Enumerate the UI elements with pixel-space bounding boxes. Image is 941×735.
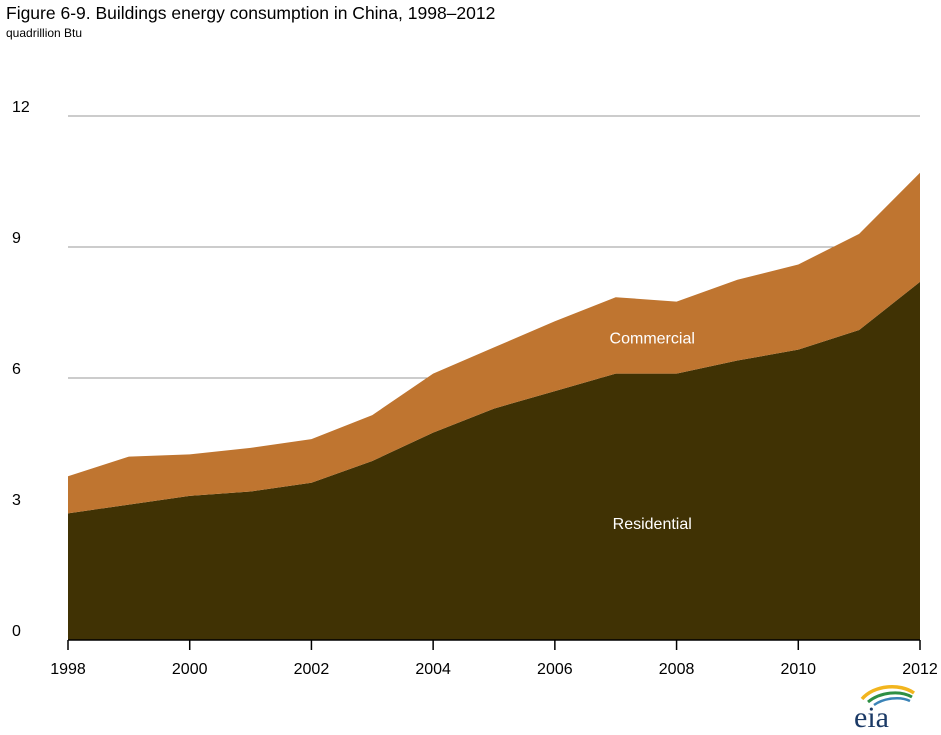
eia-logo: eia	[854, 685, 916, 731]
y-tick-label-6: 6	[12, 361, 21, 378]
y-tick-label-9: 9	[12, 230, 21, 247]
x-tick-label-2008: 2008	[659, 661, 695, 678]
x-tick-label-2010: 2010	[780, 661, 816, 678]
series-areas	[68, 172, 920, 640]
chart-subtitle: quadrillion Btu	[6, 26, 83, 40]
x-tick-label-2004: 2004	[415, 661, 451, 678]
y-tick-label-12: 12	[12, 99, 30, 116]
x-tick-label-2012: 2012	[902, 661, 938, 678]
y-tick-label-3: 3	[12, 492, 21, 509]
series-label-residential: Residential	[613, 516, 692, 533]
series-labels: Residential Commercial	[610, 331, 695, 533]
x-tick-label-1998: 1998	[50, 661, 86, 678]
x-axis: 1998 2000 2002 2004 2006 2008 2010 2012	[50, 639, 938, 678]
x-tick-label-2000: 2000	[172, 661, 208, 678]
x-tick-label-2002: 2002	[294, 661, 330, 678]
chart-title: Figure 6-9. Buildings energy consumption…	[6, 3, 496, 23]
area-commercial	[68, 172, 920, 514]
logo-arc-blue	[873, 696, 911, 707]
logo-arc-green	[867, 691, 913, 704]
logo-arc-yellow	[860, 685, 916, 701]
series-label-commercial: Commercial	[610, 331, 695, 348]
area-residential	[68, 281, 920, 640]
x-tick-label-2006: 2006	[537, 661, 573, 678]
logo-text: eia	[854, 701, 889, 731]
y-tick-label-0: 0	[12, 623, 21, 640]
y-axis-tick-labels: 0 3 6 9 12	[12, 99, 30, 640]
